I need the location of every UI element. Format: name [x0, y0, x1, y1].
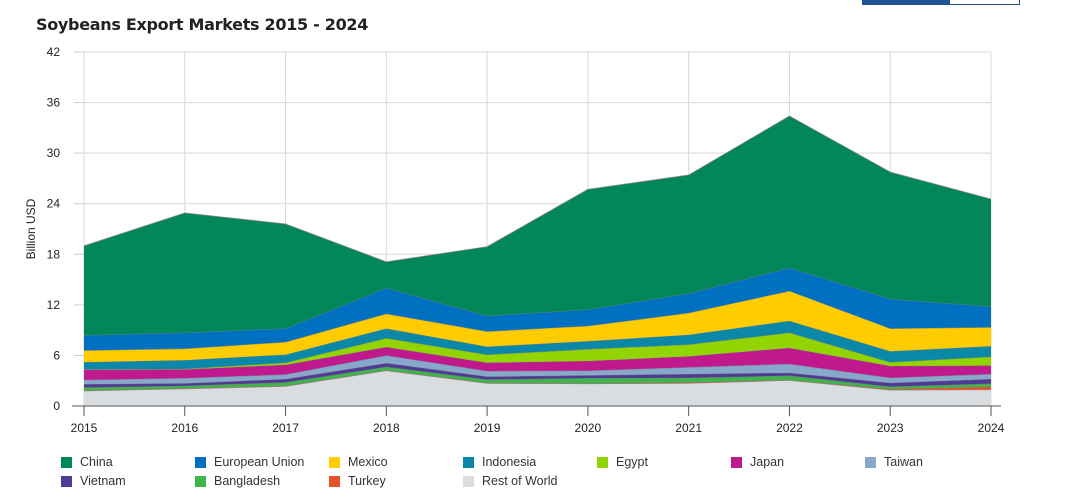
- legend-label: Egypt: [616, 455, 648, 469]
- legend-item-bangladesh[interactable]: Bangladesh: [195, 474, 280, 488]
- y-tick-label: 30: [47, 146, 61, 160]
- legend-label: China: [80, 455, 113, 469]
- legend-item-vietnam[interactable]: Vietnam: [61, 474, 126, 488]
- view-toggle-active[interactable]: [863, 0, 950, 4]
- y-tick-label: 6: [53, 348, 60, 362]
- series-line: [83, 115, 992, 263]
- legend-swatch: [865, 456, 876, 468]
- legend-swatch: [195, 456, 206, 468]
- legend-label: Mexico: [348, 455, 388, 469]
- legend-swatch: [731, 456, 742, 468]
- legend-item-mexico[interactable]: Mexico: [329, 455, 388, 469]
- area-china[interactable]: [84, 116, 991, 336]
- area-bangladesh[interactable]: [84, 366, 991, 391]
- area-taiwan[interactable]: [84, 355, 991, 385]
- area-mexico[interactable]: [84, 290, 991, 363]
- x-tick-label: 2023: [877, 421, 904, 435]
- chart-title: Soybeans Export Markets 2015 - 2024: [36, 15, 369, 34]
- x-tick-label: 2021: [675, 421, 702, 435]
- legend-label: European Union: [214, 455, 305, 469]
- legend-label: Rest of World: [482, 474, 558, 488]
- legend-swatch: [195, 475, 206, 487]
- x-tick-label: 2019: [474, 421, 501, 435]
- x-tick-label: 2020: [575, 421, 602, 435]
- y-axis-label: Billion USD: [24, 198, 38, 259]
- y-tick-label: 42: [47, 45, 61, 59]
- legend-label: Japan: [750, 455, 785, 469]
- legend-label: Indonesia: [482, 455, 537, 469]
- legend-item-china[interactable]: China: [61, 455, 113, 469]
- legend-swatch: [61, 475, 72, 487]
- legend-item-egypt[interactable]: Egypt: [597, 455, 648, 469]
- legend-label: Vietnam: [80, 474, 126, 488]
- x-tick-label: 2022: [776, 421, 803, 435]
- x-tick-label: 2024: [978, 421, 1005, 435]
- area-egypt[interactable]: [84, 332, 991, 370]
- area-rest-of-world[interactable]: [84, 370, 991, 406]
- x-tick-label: 2015: [71, 421, 98, 435]
- legend-swatch: [329, 456, 340, 468]
- y-tick-label: 18: [47, 247, 61, 261]
- legend-item-turkey[interactable]: Turkey: [329, 474, 386, 488]
- legend-swatch: [463, 475, 474, 487]
- y-tick-label: 12: [47, 298, 61, 312]
- y-tick-label: 24: [47, 197, 61, 211]
- legend-swatch: [597, 456, 608, 468]
- legend-item-japan[interactable]: Japan: [731, 455, 784, 469]
- legend-item-taiwan[interactable]: Taiwan: [865, 455, 923, 469]
- area-european-union[interactable]: [84, 267, 991, 351]
- y-tick-label: 0: [53, 399, 60, 413]
- x-tick-label: 2017: [272, 421, 299, 435]
- area-indonesia[interactable]: [84, 320, 991, 370]
- legend-swatch: [463, 456, 474, 468]
- y-tick-label: 36: [47, 96, 61, 110]
- view-toggle[interactable]: [862, 0, 1020, 5]
- x-tick-label: 2018: [373, 421, 400, 435]
- area-japan[interactable]: [84, 347, 991, 380]
- legend-item-european-union[interactable]: European Union: [195, 455, 304, 469]
- legend-label: Bangladesh: [214, 474, 281, 488]
- legend-label: Turkey: [348, 474, 386, 488]
- legend-item-rest-of-world[interactable]: Rest of World: [463, 474, 558, 488]
- legend-swatch: [329, 475, 340, 487]
- legend-swatch: [61, 456, 72, 468]
- x-tick-label: 2016: [171, 421, 198, 435]
- legend-label: Taiwan: [884, 455, 923, 469]
- legend-item-indonesia[interactable]: Indonesia: [463, 455, 536, 469]
- area-vietnam[interactable]: [84, 363, 991, 388]
